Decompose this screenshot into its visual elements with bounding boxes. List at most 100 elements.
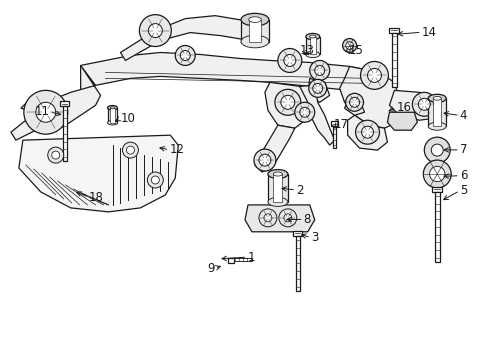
Text: 7: 7: [460, 143, 467, 156]
Circle shape: [275, 89, 301, 115]
Circle shape: [431, 144, 443, 156]
Circle shape: [279, 209, 297, 227]
Circle shape: [36, 102, 56, 122]
FancyBboxPatch shape: [107, 108, 118, 123]
FancyBboxPatch shape: [249, 20, 261, 41]
FancyBboxPatch shape: [432, 187, 442, 192]
Ellipse shape: [268, 170, 288, 179]
Text: 4: 4: [460, 109, 467, 122]
Text: 8: 8: [304, 213, 311, 226]
Polygon shape: [300, 85, 335, 145]
FancyBboxPatch shape: [268, 174, 288, 202]
FancyBboxPatch shape: [433, 98, 441, 126]
Text: 2: 2: [296, 184, 304, 197]
Circle shape: [343, 39, 357, 53]
Circle shape: [361, 62, 389, 89]
Circle shape: [413, 92, 436, 116]
Circle shape: [175, 45, 195, 66]
Ellipse shape: [428, 122, 446, 130]
Text: 18: 18: [89, 191, 104, 204]
Circle shape: [309, 80, 327, 97]
Ellipse shape: [306, 51, 319, 58]
Polygon shape: [245, 205, 315, 232]
Text: 15: 15: [348, 44, 364, 57]
FancyBboxPatch shape: [390, 28, 399, 32]
FancyBboxPatch shape: [392, 32, 397, 87]
FancyBboxPatch shape: [273, 174, 282, 202]
Text: 14: 14: [422, 26, 437, 39]
Text: 17: 17: [334, 118, 349, 131]
Text: 11: 11: [35, 105, 50, 118]
Ellipse shape: [433, 96, 441, 100]
Polygon shape: [11, 120, 36, 140]
Circle shape: [148, 24, 162, 37]
Circle shape: [259, 154, 271, 166]
Circle shape: [151, 176, 159, 184]
Circle shape: [368, 68, 382, 82]
Polygon shape: [121, 15, 255, 60]
FancyBboxPatch shape: [241, 20, 269, 41]
Circle shape: [52, 151, 60, 159]
Text: 16: 16: [396, 101, 411, 114]
Polygon shape: [347, 115, 388, 150]
Ellipse shape: [241, 35, 269, 48]
Text: 6: 6: [460, 169, 467, 182]
Circle shape: [349, 97, 360, 107]
Ellipse shape: [268, 197, 288, 206]
Circle shape: [264, 214, 272, 222]
Ellipse shape: [306, 33, 319, 40]
FancyBboxPatch shape: [228, 258, 234, 263]
Text: 10: 10: [121, 112, 135, 125]
Ellipse shape: [273, 172, 282, 176]
Circle shape: [24, 90, 68, 134]
FancyBboxPatch shape: [331, 121, 338, 126]
Text: 12: 12: [170, 143, 184, 156]
Ellipse shape: [107, 121, 118, 125]
Circle shape: [48, 147, 64, 163]
Circle shape: [356, 120, 379, 144]
Circle shape: [313, 84, 323, 93]
Circle shape: [346, 42, 353, 49]
FancyBboxPatch shape: [294, 231, 302, 236]
Circle shape: [140, 15, 171, 46]
Text: 13: 13: [300, 44, 315, 57]
FancyBboxPatch shape: [310, 37, 316, 54]
Polygon shape: [388, 112, 417, 130]
FancyBboxPatch shape: [110, 108, 115, 123]
Circle shape: [423, 160, 451, 188]
Circle shape: [430, 166, 445, 182]
Ellipse shape: [110, 107, 115, 109]
Circle shape: [126, 146, 134, 154]
Circle shape: [315, 66, 325, 75]
Circle shape: [281, 95, 295, 109]
FancyBboxPatch shape: [428, 98, 446, 126]
Circle shape: [362, 126, 373, 138]
Text: 1: 1: [247, 251, 255, 264]
Polygon shape: [265, 82, 310, 128]
Text: 3: 3: [311, 231, 319, 244]
FancyBboxPatch shape: [306, 37, 319, 54]
Circle shape: [310, 60, 330, 80]
Circle shape: [284, 214, 292, 222]
Text: 5: 5: [460, 184, 467, 197]
Circle shape: [424, 137, 450, 163]
FancyBboxPatch shape: [234, 258, 252, 261]
Ellipse shape: [241, 13, 269, 26]
Ellipse shape: [249, 17, 261, 22]
FancyBboxPatch shape: [296, 236, 300, 291]
Polygon shape: [255, 125, 295, 172]
Circle shape: [284, 54, 296, 67]
FancyBboxPatch shape: [60, 101, 69, 106]
Circle shape: [278, 49, 302, 72]
Polygon shape: [340, 67, 404, 128]
Polygon shape: [308, 78, 330, 102]
Ellipse shape: [310, 35, 316, 38]
Polygon shape: [21, 100, 46, 112]
Ellipse shape: [428, 94, 446, 102]
Ellipse shape: [107, 105, 118, 110]
Circle shape: [418, 98, 430, 110]
Polygon shape: [81, 53, 390, 92]
Circle shape: [180, 50, 190, 60]
Circle shape: [259, 209, 277, 227]
Text: 9: 9: [207, 262, 215, 275]
